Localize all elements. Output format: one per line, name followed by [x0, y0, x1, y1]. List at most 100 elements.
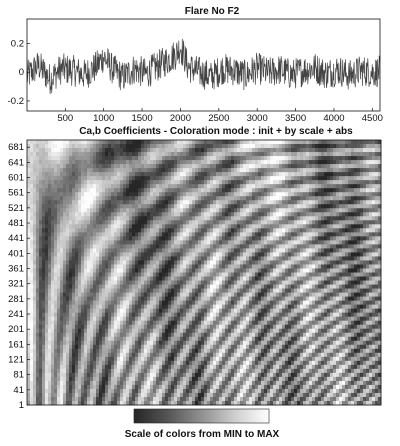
heatmap-cell — [267, 268, 271, 273]
heatmap-cell — [156, 232, 160, 237]
heatmap-cell — [372, 248, 376, 253]
heatmap-cell — [267, 180, 271, 185]
heatmap-cell — [126, 284, 130, 289]
heatmap-cell — [174, 252, 178, 257]
heatmap-cell — [267, 260, 271, 265]
heatmap-cell — [327, 256, 331, 261]
heatmap-cell — [54, 304, 58, 310]
heatmap-cell — [258, 216, 262, 221]
heatmap-cell — [45, 256, 49, 261]
heatmap-cell — [117, 272, 121, 277]
heatmap-cell — [375, 172, 379, 177]
heatmap-cell — [135, 200, 139, 205]
heatmap-cell — [117, 196, 121, 201]
heatmap-cell — [375, 216, 379, 221]
heatmap-cell — [174, 268, 178, 273]
heatmap-cell — [111, 148, 115, 153]
heatmap-cell — [120, 152, 124, 157]
heatmap-cell — [57, 244, 61, 249]
heatmap-cell — [81, 304, 85, 310]
heatmap-cell — [378, 228, 382, 233]
heatmap-cell — [36, 248, 40, 253]
heatmap-cell — [189, 260, 193, 265]
heatmap-cell — [135, 300, 139, 306]
heatmap-cell — [42, 256, 46, 261]
heatmap-cell — [54, 308, 58, 314]
heatmap-cell — [111, 152, 115, 157]
heatmap-cell — [327, 196, 331, 201]
heatmap-cell — [189, 188, 193, 193]
heatmap-cell — [297, 200, 301, 205]
heatmap-cell — [114, 248, 118, 253]
heatmap-cell — [87, 280, 91, 285]
heatmap-cell — [291, 172, 295, 177]
heatmap-cell — [195, 160, 199, 165]
heatmap-cell — [102, 248, 106, 253]
heatmap-cell — [171, 160, 175, 165]
heatmap-cell — [36, 180, 40, 185]
heatmap-cell — [321, 200, 325, 205]
heatmap-cell — [114, 184, 118, 189]
heatmap-cell — [333, 152, 337, 157]
heatmap-cell — [60, 248, 64, 253]
heatmap-cell — [186, 288, 190, 293]
heatmap-cell — [195, 212, 199, 217]
heatmap-cell — [363, 292, 367, 297]
heatmap-cell — [315, 164, 319, 169]
heatmap-cell — [219, 232, 223, 237]
heatmap-cell — [93, 156, 97, 161]
heatmap-cell — [144, 220, 148, 225]
heatmap-cell — [333, 284, 337, 289]
heatmap-cell — [63, 304, 67, 310]
heatmap-cell — [60, 192, 64, 197]
heatmap-cell — [306, 288, 310, 293]
heatmap-cell — [252, 268, 256, 273]
heatmap-cell — [129, 216, 133, 221]
heatmap-cell — [153, 268, 157, 273]
heatmap-cell — [171, 224, 175, 229]
heatmap-cell — [228, 288, 232, 293]
heatmap-cell — [186, 244, 190, 249]
heatmap-cell — [336, 240, 340, 245]
heatmap-cell — [261, 256, 265, 261]
heatmap-cell — [132, 212, 136, 217]
heatmap-cell — [315, 300, 319, 306]
heatmap-cell — [285, 192, 289, 197]
heatmap-cell — [123, 288, 127, 293]
heatmap-cell — [108, 220, 112, 225]
heatmap-cell — [84, 248, 88, 253]
heatmap-cell — [333, 216, 337, 221]
heatmap-cell — [348, 236, 352, 241]
heatmap-cell — [159, 176, 163, 181]
heatmap-cell — [318, 260, 322, 265]
heatmap-cell — [39, 288, 43, 293]
heatmap-cell — [288, 296, 292, 302]
heatmap-cell — [144, 244, 148, 249]
heatmap-cell — [345, 260, 349, 265]
heatmap-cell — [312, 272, 316, 277]
heatmap-cell — [264, 224, 268, 229]
heatmap-cell — [303, 160, 307, 165]
heatmap-cell — [105, 180, 109, 185]
heatmap-cell — [345, 148, 349, 153]
heatmap-cell — [129, 184, 133, 189]
heatmap-cell — [171, 276, 175, 281]
heatmap-cell — [168, 248, 172, 253]
heatmap-cell — [342, 252, 346, 257]
heatmap-cell — [195, 196, 199, 201]
heatmap-cell — [252, 144, 256, 149]
heatmap-cell — [120, 176, 124, 181]
heatmap-cell — [126, 292, 130, 297]
heatmap-cell — [297, 164, 301, 169]
heatmap-cell — [198, 224, 202, 229]
heatmap-cell — [198, 172, 202, 177]
heatmap-cell — [111, 276, 115, 281]
heatmap-cell — [93, 236, 97, 241]
heatmap-cell — [291, 164, 295, 169]
heatmap-cell — [63, 264, 67, 269]
heatmap-cell — [276, 284, 280, 289]
heatmap-cell — [336, 196, 340, 201]
heatmap-cell — [156, 280, 160, 285]
heatmap-cell — [45, 236, 49, 241]
heatmap-cell — [48, 236, 52, 241]
